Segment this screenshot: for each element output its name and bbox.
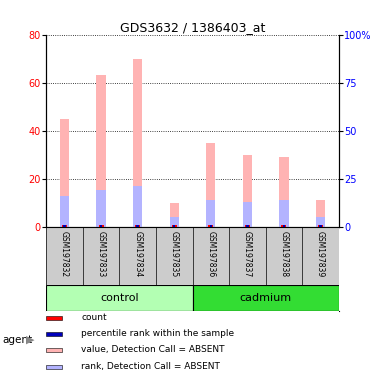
Text: GSM197837: GSM197837 — [243, 232, 252, 278]
Text: GDS3632 / 1386403_at: GDS3632 / 1386403_at — [120, 21, 265, 34]
Bar — [46, 332, 62, 336]
Text: ▶: ▶ — [26, 335, 35, 345]
Text: agent: agent — [2, 335, 32, 345]
Text: GSM197833: GSM197833 — [97, 232, 105, 278]
Bar — [137, 225, 139, 227]
Bar — [170, 217, 179, 227]
Bar — [64, 225, 65, 227]
Bar — [320, 225, 321, 227]
Text: GSM197838: GSM197838 — [280, 232, 288, 278]
Bar — [245, 225, 250, 227]
Bar — [60, 196, 69, 227]
Bar — [172, 225, 177, 227]
Bar — [99, 225, 104, 227]
Bar — [97, 75, 105, 227]
Text: rank, Detection Call = ABSENT: rank, Detection Call = ABSENT — [81, 362, 220, 371]
Bar — [280, 200, 288, 227]
Bar — [246, 225, 248, 227]
Text: value, Detection Call = ABSENT: value, Detection Call = ABSENT — [81, 346, 225, 354]
Text: GSM197839: GSM197839 — [316, 232, 325, 278]
Bar — [316, 217, 325, 227]
Bar — [210, 225, 212, 227]
Bar — [243, 155, 252, 227]
Bar — [206, 200, 215, 227]
Bar — [60, 119, 69, 227]
Bar — [135, 225, 140, 227]
Bar — [281, 225, 286, 227]
Bar — [316, 200, 325, 227]
Bar — [173, 225, 175, 227]
Bar — [133, 59, 142, 227]
Bar — [100, 225, 102, 227]
Bar — [46, 365, 62, 369]
Bar — [280, 157, 288, 227]
Bar — [208, 225, 213, 227]
Text: GSM197836: GSM197836 — [206, 232, 215, 278]
Text: cadmium: cadmium — [239, 293, 292, 303]
Text: GSM197835: GSM197835 — [170, 232, 179, 278]
Bar — [46, 348, 62, 352]
Bar — [192, 285, 339, 311]
Bar — [243, 202, 252, 227]
Bar — [46, 316, 62, 319]
Bar — [283, 225, 285, 227]
Text: count: count — [81, 313, 107, 322]
Text: percentile rank within the sample: percentile rank within the sample — [81, 329, 234, 338]
Bar — [318, 225, 323, 227]
Bar — [62, 225, 67, 227]
Text: GSM197834: GSM197834 — [133, 232, 142, 278]
Text: GSM197832: GSM197832 — [60, 232, 69, 278]
Bar — [170, 203, 179, 227]
Bar — [97, 190, 105, 227]
Text: control: control — [100, 293, 139, 303]
Bar — [46, 285, 192, 311]
Bar — [206, 142, 215, 227]
Bar — [133, 186, 142, 227]
